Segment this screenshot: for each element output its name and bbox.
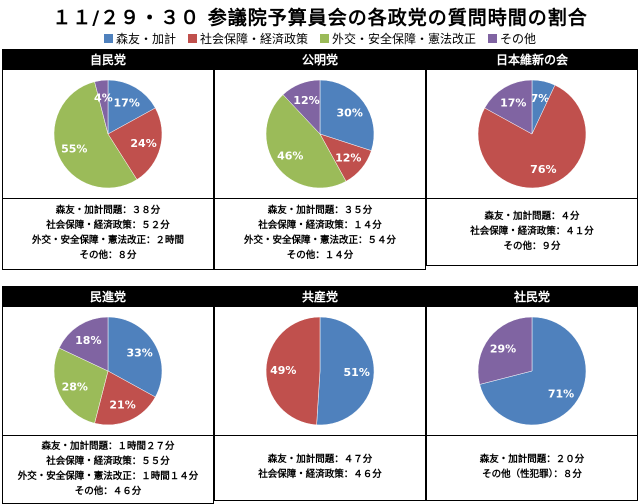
note-line: その他：４６分: [74, 486, 142, 497]
pie-area-ldp: 17% 24% 55% 4%: [3, 70, 213, 199]
pie-label-diplomacy: 46%: [277, 150, 303, 163]
note-line: 社会保障・経済政策：５５分: [46, 456, 170, 467]
pie-slice-diplomacy: [53, 347, 109, 424]
notes-komeito: 森友・加計問題：３５分 社会保障・経済政策：１４分 外交・安全保障・憲法改正：５…: [215, 199, 425, 269]
pie-label-social: 12%: [335, 151, 361, 164]
pie-slice-diplomacy: [265, 94, 347, 189]
pie-label-social: 49%: [270, 364, 296, 377]
pie-label-morikake: 17%: [114, 96, 140, 109]
legend-label-morikake: 森友・加計: [115, 32, 176, 46]
legend-swatch-other: [488, 34, 498, 43]
pie-area-ishin: 7% 76% 17%: [427, 70, 637, 199]
pie-label-social: 76%: [530, 163, 556, 176]
pie-area-komeito: 30% 12% 46% 12%: [215, 70, 425, 199]
page-title: １１/２９・３０ 参議院予算員会の各政党の質問時間の割合: [52, 7, 588, 29]
legend-label-other: その他: [500, 32, 537, 46]
panel-title-sdp: 社民党: [427, 287, 637, 307]
pie-slice-diplomacy: [53, 81, 138, 189]
pie-slice-morikake: [107, 316, 163, 398]
note-line: 社会保障・経済政策：４６分: [258, 469, 382, 480]
note-line: 社会保障・経済政策：５２分: [46, 220, 170, 231]
note-line: 社会保障・経済政策：４１分: [470, 226, 594, 237]
note-line: 森友・加計問題：２０分: [479, 454, 585, 465]
pie-label-other: 4%: [94, 92, 113, 105]
pie-chart-ldp: 17% 24% 55% 4%: [53, 79, 163, 189]
pie-slice-other: [282, 79, 321, 135]
legend-item-diplomacy: 外交・安全保障・憲法改正: [320, 30, 476, 47]
pie-slice-other: [484, 79, 533, 135]
panel-komeito: 公明党 30% 12% 46% 12% 森友・加計問題：３５分 社会保障・経済政策：１…: [214, 49, 426, 270]
pie-slice-social: [94, 370, 156, 426]
note-line: 森友・加計問題：３８分: [55, 205, 161, 216]
pie-slice-morikake: [107, 79, 156, 135]
pie-label-morikake: 33%: [126, 346, 152, 359]
pie-chart-minshin: 33% 21% 28% 18%: [53, 316, 163, 426]
pie-label-morikake: 71%: [548, 388, 574, 401]
note-line: 森友・加計問題：４分: [484, 211, 580, 222]
panel-title-jcp: 共産党: [215, 287, 425, 307]
panel-ishin: 日本維新の会 7% 76% 17% 森友・加計問題：４分 社会保障・経済政策：４１分…: [426, 49, 638, 266]
notes-jcp: 森友・加計問題：４７分 社会保障・経済政策：４６分: [215, 436, 425, 500]
pie-label-other: 29%: [490, 342, 516, 355]
pie-chart-ishin: 7% 76% 17%: [477, 79, 587, 189]
pie-label-diplomacy: 28%: [62, 381, 88, 394]
legend-swatch-social: [187, 34, 197, 43]
note-line: その他（性犯罪）：８分: [482, 469, 582, 480]
note-line: 外交・安全保障・憲法改正：２時間: [31, 235, 184, 246]
panel-ldp: 自民党 17% 24% 55% 4% 森友・加計問題：３８分 社会保障・経済政策：５２…: [2, 49, 214, 270]
legend-label-social: 社会保障・経済政策: [199, 32, 308, 46]
pie-slice-other: [58, 316, 109, 372]
note-line: 外交・安全保障・憲法改正：５４分: [243, 235, 396, 246]
pie-area-minshin: 33% 21% 28% 18%: [3, 307, 213, 436]
panel-title-minshin: 民進党: [3, 287, 213, 307]
legend-item-other: その他: [488, 30, 536, 47]
legend: 森友・加計 社会保障・経済政策 外交・安全保障・憲法改正 その他: [0, 30, 640, 47]
note-line: 外交・安全保障・憲法改正：１時間１４分: [17, 471, 199, 482]
legend-swatch-morikake: [103, 34, 113, 43]
note-line: 森友・加計問題：４７分: [267, 454, 373, 465]
notes-ishin: 森友・加計問題：４分 社会保障・経済政策：４１分 その他：９分: [427, 199, 637, 265]
pie-chart-sdp: 71% 29%: [477, 316, 587, 426]
pie-label-social: 24%: [130, 137, 156, 150]
pie-label-morikake: 51%: [344, 366, 370, 379]
note-line: 森友・加計問題：１時間２７分: [41, 441, 175, 452]
notes-sdp: 森友・加計問題：２０分 その他（性犯罪）：８分: [427, 436, 637, 500]
pie-slice-social: [107, 107, 163, 180]
pie-slice-morikake: [319, 79, 375, 152]
panel-minshin: 民進党 33% 21% 28% 18% 森友・加計問題：１時間２７分 社会保障・経済政…: [2, 286, 214, 504]
pie-area-sdp: 71% 29%: [427, 307, 637, 436]
pie-slice-other: [477, 316, 533, 385]
panel-title-ishin: 日本維新の会: [427, 50, 637, 70]
pie-slice-morikake: [479, 316, 587, 426]
panel-title-ldp: 自民党: [3, 50, 213, 70]
legend-label-diplomacy: 外交・安全保障・憲法改正: [332, 32, 477, 46]
panel-title-komeito: 公明党: [215, 50, 425, 70]
pie-slice-social: [265, 316, 321, 426]
pie-label-other: 18%: [75, 334, 101, 347]
pie-chart-komeito: 30% 12% 46% 12%: [265, 79, 375, 189]
pie-area-jcp: 51% 49%: [215, 307, 425, 436]
notes-minshin: 森友・加計問題：１時間２７分 社会保障・経済政策：５５分 外交・安全保障・憲法改…: [3, 436, 213, 503]
legend-swatch-diplomacy: [320, 34, 329, 43]
notes-ldp: 森友・加計問題：３８分 社会保障・経済政策：５２分 外交・安全保障・憲法改正：２…: [3, 199, 213, 269]
note-line: 社会保障・経済政策：１４分: [258, 220, 382, 231]
note-line: その他：１４分: [286, 250, 354, 261]
legend-item-morikake: 森友・加計: [103, 30, 176, 47]
pie-label-social: 21%: [109, 399, 135, 412]
panel-sdp: 社民党 71% 29% 森友・加計問題：２０分 その他（性犯罪）：８分: [426, 286, 638, 501]
pie-label-morikake: 7%: [531, 92, 550, 105]
note-line: 森友・加計問題：３５分: [267, 205, 373, 216]
pie-label-other: 17%: [500, 96, 526, 109]
pie-chart-jcp: 51% 49%: [265, 316, 375, 426]
legend-item-social: 社会保障・経済政策: [187, 30, 308, 47]
pie-slice-other: [94, 79, 109, 135]
pie-label-morikake: 30%: [337, 106, 363, 119]
pie-slice-morikake: [316, 316, 375, 426]
note-line: その他：９分: [503, 241, 561, 252]
pie-label-other: 12%: [293, 94, 319, 107]
pie-label-diplomacy: 55%: [61, 143, 87, 156]
panel-jcp: 共産党 51% 49% 森友・加計問題：４７分 社会保障・経済政策：４６分: [214, 286, 426, 501]
note-line: その他：８分: [79, 250, 137, 261]
pie-slice-social: [477, 84, 587, 189]
